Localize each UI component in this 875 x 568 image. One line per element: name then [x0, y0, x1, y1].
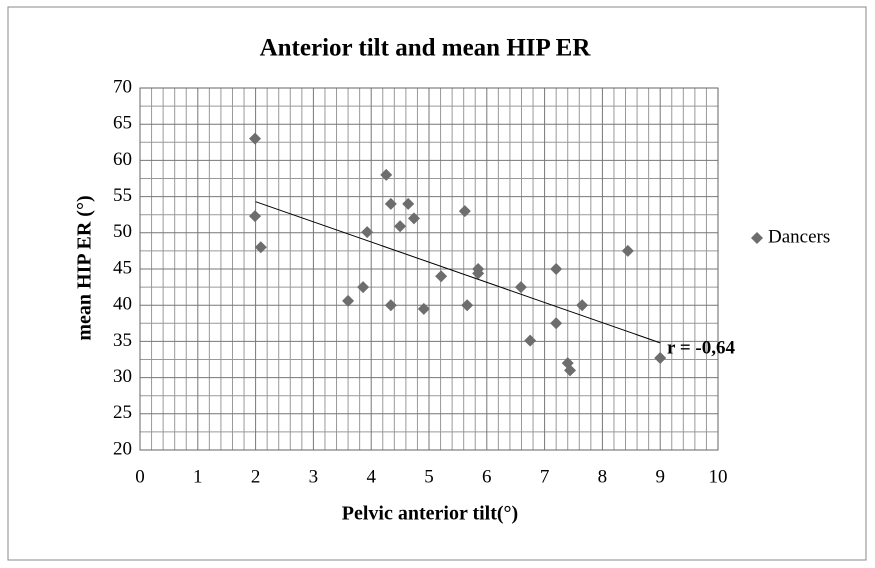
scatter-point — [384, 299, 397, 312]
x-tick-label: 1 — [193, 466, 203, 487]
scatter-point — [402, 197, 415, 210]
y-axis-label: mean HIP ER (°) — [74, 195, 96, 340]
chart-border — [7, 6, 867, 561]
x-tick-label: 6 — [482, 466, 492, 487]
scatter-point — [394, 220, 407, 233]
scatter-point — [357, 281, 370, 294]
scatter-point — [550, 263, 563, 275]
scatter-point — [621, 244, 634, 257]
scatter-point — [407, 212, 420, 225]
x-tick-label: 3 — [309, 466, 319, 487]
y-tick-label: 70 — [113, 76, 132, 97]
y-tick-label: 50 — [113, 221, 132, 242]
scatter-point — [654, 352, 667, 365]
x-axis-label: Pelvic anterior tilt(°) — [342, 503, 518, 525]
y-tick-label: 30 — [113, 366, 132, 387]
y-tick-label: 65 — [113, 113, 132, 134]
scatter-point — [550, 317, 563, 330]
scatter-point — [458, 205, 471, 218]
x-tick-label: 4 — [366, 466, 376, 487]
scatter-point — [514, 281, 527, 294]
annotation: r = -0,64 — [667, 337, 735, 358]
scatter-point — [361, 226, 374, 239]
trendline — [255, 201, 661, 344]
scatter-point — [342, 294, 355, 307]
scatter-point — [254, 241, 267, 254]
scatter-point — [524, 334, 537, 347]
scatter-point — [435, 270, 448, 283]
scatter-point — [384, 197, 397, 210]
x-tick-label: 7 — [540, 466, 550, 487]
chart-title: Anterior tilt and mean HIP ER — [260, 35, 592, 62]
x-tick-label: 10 — [709, 466, 728, 487]
scatter-point — [472, 267, 485, 280]
y-tick-label: 60 — [113, 149, 132, 170]
y-tick-label: 25 — [113, 402, 132, 423]
scatter-point — [417, 302, 430, 315]
y-tick-label: 40 — [113, 294, 132, 315]
scatter-point — [564, 364, 577, 377]
x-tick-label: 5 — [424, 466, 434, 487]
y-tick-label: 45 — [113, 257, 132, 278]
y-tick-label: 55 — [113, 185, 132, 206]
scatter-point — [461, 299, 474, 312]
legend-label: Dancers — [768, 226, 830, 247]
y-tick-label: 20 — [113, 438, 132, 459]
scatter-point — [380, 168, 393, 181]
scatter-point — [249, 132, 262, 145]
plot-border — [139, 87, 719, 451]
x-tick-label: 2 — [251, 466, 261, 487]
scatter-point — [249, 210, 262, 223]
x-tick-label: 9 — [655, 466, 665, 487]
y-tick-label: 35 — [113, 330, 132, 351]
legend-marker — [751, 232, 763, 244]
x-tick-label: 0 — [135, 466, 145, 487]
scatter-point — [576, 299, 589, 312]
x-tick-label: 8 — [598, 466, 608, 487]
